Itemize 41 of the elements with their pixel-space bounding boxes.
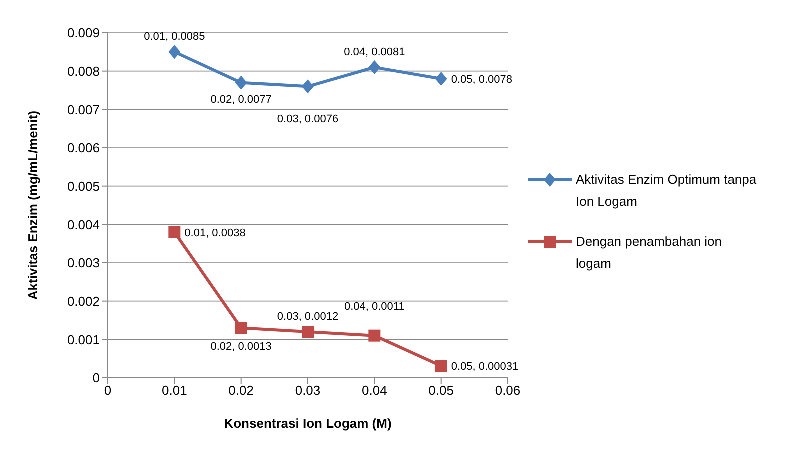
- data-label: 0.01, 0.0038: [184, 227, 246, 240]
- point: [302, 326, 314, 338]
- point: [302, 80, 314, 94]
- y-axis-title: Aktivitas Enzim (mg/mL/menit): [26, 110, 41, 300]
- point: [368, 60, 381, 74]
- y-tick-label: 0.005: [67, 178, 100, 194]
- data-label: 0.05, 0.0078: [451, 74, 513, 86]
- data-label: 0.01, 0.0085: [144, 31, 206, 44]
- legend-label: Dengan penambahan ion logam: [576, 232, 724, 273]
- point: [435, 360, 448, 372]
- y-tick-label: 0.002: [67, 294, 100, 309]
- x-tick-label: 0.01: [162, 383, 188, 398]
- point: [168, 45, 181, 60]
- point: [235, 322, 248, 334]
- data-label: 0.05, 0.00031: [451, 361, 519, 374]
- x-tick-label: 0.06: [495, 383, 521, 398]
- data-label: 0.03, 0.0012: [277, 311, 339, 323]
- y-tick-label: 0.007: [67, 102, 100, 118]
- data-label: 0.02, 0.0013: [210, 341, 272, 354]
- data-label: 0.04, 0.0011: [344, 300, 405, 313]
- data-label: 0.04, 0.0081: [344, 46, 406, 58]
- y-tick-label: 0.006: [67, 140, 100, 156]
- x-tick-label: 0.02: [228, 383, 254, 398]
- y-tick-label: 0.008: [67, 64, 100, 79]
- y-tick-label: 0: [92, 370, 100, 386]
- point: [368, 330, 381, 342]
- x-tick-label: 0.05: [428, 383, 454, 398]
- y-tick-label: 0.001: [67, 332, 100, 348]
- y-tick-label: 0.009: [67, 26, 100, 41]
- x-axis-title: Konsentrasi Ion Logam (M): [224, 416, 392, 431]
- x-tick-label: 0: [104, 383, 112, 398]
- y-tick-label: 0.003: [67, 256, 100, 271]
- point: [235, 76, 248, 90]
- x-tick-label: 0.03: [295, 383, 321, 398]
- point: [435, 72, 448, 86]
- data-label: 0.02, 0.0077: [210, 94, 272, 106]
- point: [168, 226, 181, 238]
- data-label: 0.03, 0.0076: [277, 114, 339, 126]
- legend-label: Aktivitas Enzim Optimum tanpa Ion Logam: [576, 170, 758, 211]
- x-tick-label: 0.04: [362, 383, 388, 398]
- y-tick-label: 0.004: [67, 217, 100, 232]
